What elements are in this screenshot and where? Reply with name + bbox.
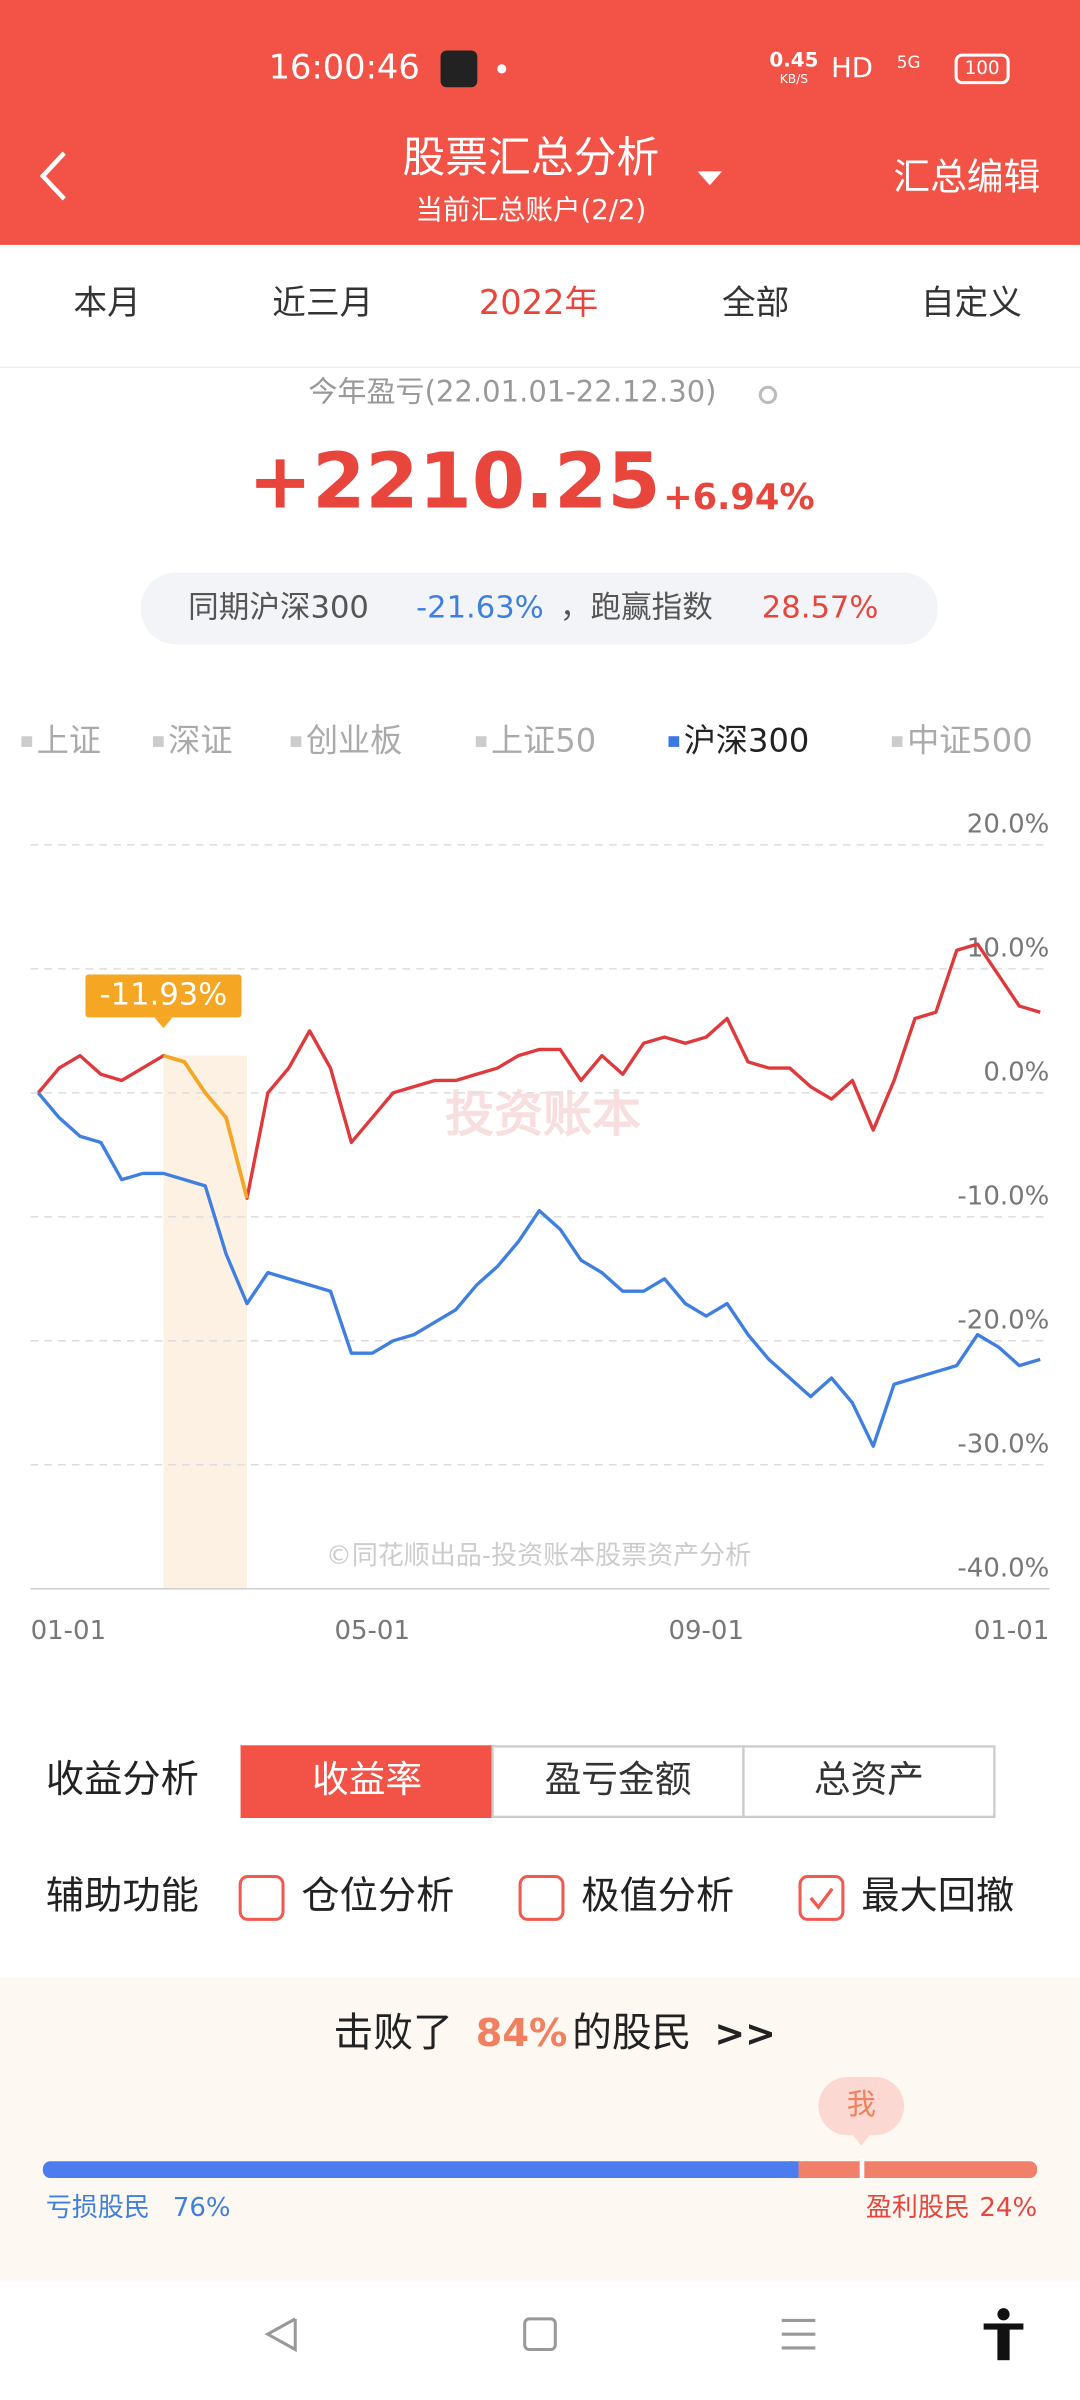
- index-option[interactable]: 沪深300: [684, 721, 810, 759]
- rank-percent: 84%: [476, 2011, 568, 2056]
- signal-indicator: 5G: [897, 52, 921, 72]
- y-tick-label: -40.0%: [957, 1553, 1049, 1583]
- header-background: [0, 0, 1080, 245]
- accessibility-icon[interactable]: [983, 2308, 1024, 2361]
- y-tick-label: -30.0%: [957, 1429, 1049, 1459]
- hd-indicator: HD: [831, 52, 873, 84]
- battery-icon: [954, 53, 1010, 85]
- nav-back[interactable]: [264, 2317, 297, 2353]
- chart-watermark: 投资账本: [445, 1086, 641, 1143]
- index-marker: [475, 736, 487, 747]
- checkbox-label[interactable]: 仓位分析: [301, 1873, 454, 1918]
- compare-label: 同期沪深300: [188, 591, 369, 626]
- segment-button[interactable]: [491, 1745, 745, 1818]
- me-bubble-tail: [852, 2133, 871, 2146]
- index-option[interactable]: 深证: [168, 721, 232, 759]
- checkbox[interactable]: [798, 1875, 845, 1921]
- back-button[interactable]: [39, 151, 66, 201]
- me-label: 我: [847, 2087, 876, 2121]
- nav-menu[interactable]: [781, 2318, 816, 2350]
- status-time: 16:00:46: [269, 47, 420, 86]
- checkbox-label[interactable]: 最大回撤: [861, 1873, 1014, 1918]
- dropdown-arrow[interactable]: [697, 171, 723, 186]
- series-line: [36, 1091, 1041, 1448]
- index-return: -21.63%: [416, 591, 544, 626]
- loss-bar: [42, 2161, 799, 2179]
- x-tick-label: 09-01: [668, 1616, 744, 1646]
- annotation-box: [85, 974, 242, 1018]
- segment-button[interactable]: [742, 1745, 996, 1818]
- page-subtitle: 当前汇总账户(2/2): [415, 194, 646, 226]
- loss-bar-edge: [789, 2161, 799, 2179]
- y-tick-label: 20.0%: [967, 809, 1050, 839]
- annotation-pointer: [154, 1017, 173, 1029]
- profit-amount: +2210.25: [248, 438, 660, 527]
- index-option[interactable]: 中证500: [907, 721, 1033, 759]
- loss-value: 76%: [173, 2193, 231, 2223]
- excess-return: 28.57%: [762, 591, 879, 626]
- index-option[interactable]: 上证: [37, 721, 101, 759]
- segment-button[interactable]: [240, 1745, 494, 1818]
- notification-dot: [497, 64, 507, 74]
- profit-value: 24%: [979, 2193, 1037, 2223]
- profit-label: 盈利股民: [866, 2193, 970, 2223]
- profit-bar: [798, 2161, 1038, 2179]
- drawdown-segment: [162, 1053, 249, 1199]
- compare-pill: [140, 572, 938, 645]
- index-marker: [891, 736, 903, 747]
- index-marker: [21, 736, 33, 747]
- beat-label: ，跑赢指数: [560, 591, 713, 626]
- aux-label: 辅助功能: [46, 1873, 199, 1918]
- me-marker: [859, 2158, 865, 2182]
- segment-label[interactable]: 收益率: [312, 1758, 422, 1801]
- loss-label: 亏损股民: [46, 2193, 150, 2223]
- segment-label[interactable]: 总资产: [814, 1758, 924, 1801]
- battery-level: 100: [965, 58, 1000, 79]
- app-icon: [440, 50, 478, 88]
- y-tick-label: -10.0%: [957, 1181, 1049, 1211]
- index-marker: [152, 736, 164, 747]
- edit-button[interactable]: 汇总编辑: [893, 156, 1040, 199]
- rank-prefix: 击败了: [333, 2010, 452, 2056]
- checkbox[interactable]: [238, 1875, 285, 1921]
- x-tick-label: 05-01: [334, 1616, 410, 1646]
- analysis-label: 收益分析: [46, 1757, 199, 1802]
- eye-icon[interactable]: [758, 385, 778, 405]
- x-tick-label: 01-01: [31, 1616, 107, 1646]
- checkbox-check: [809, 1887, 834, 1910]
- net-unit: KB/S: [780, 72, 809, 86]
- rank-more[interactable]: >>: [714, 2012, 776, 2055]
- annotation-label: -11.93%: [100, 977, 228, 1012]
- period-tab[interactable]: 自定义: [921, 283, 1022, 322]
- drawdown-highlight: [163, 1055, 247, 1589]
- period-tab[interactable]: 近三月: [272, 283, 373, 322]
- profit-return: +6.94%: [663, 477, 815, 518]
- chart-credit: ©同花顺出品-投资账本股票资产分析: [326, 1541, 751, 1571]
- index-option[interactable]: 创业板: [306, 721, 402, 759]
- index-marker: [668, 736, 680, 747]
- y-tick-label: 0.0%: [983, 1057, 1049, 1087]
- index-option[interactable]: 上证50: [491, 721, 596, 759]
- checkbox-label[interactable]: 极值分析: [581, 1873, 734, 1918]
- period-tab[interactable]: 全部: [722, 283, 789, 322]
- period-label: 今年盈亏(22.01.01-22.12.30): [308, 374, 716, 408]
- segment-label[interactable]: 盈亏金额: [545, 1758, 692, 1801]
- checkbox[interactable]: [518, 1875, 565, 1921]
- nav-home[interactable]: [523, 2317, 557, 2352]
- profit-bar-edge: [798, 2161, 808, 2179]
- y-tick-label: -20.0%: [957, 1305, 1049, 1335]
- me-bubble: [818, 2077, 905, 2136]
- index-marker: [290, 736, 302, 747]
- period-tab[interactable]: 2022年: [479, 283, 598, 322]
- rank-suffix: 的股民: [572, 2010, 691, 2056]
- ranking-panel: [0, 1977, 1080, 2281]
- x-tick-label: 01-01: [974, 1616, 1050, 1646]
- net-speed: 0.45: [769, 49, 818, 72]
- page-title[interactable]: 股票汇总分析: [402, 133, 659, 183]
- period-tab[interactable]: 本月: [73, 283, 140, 322]
